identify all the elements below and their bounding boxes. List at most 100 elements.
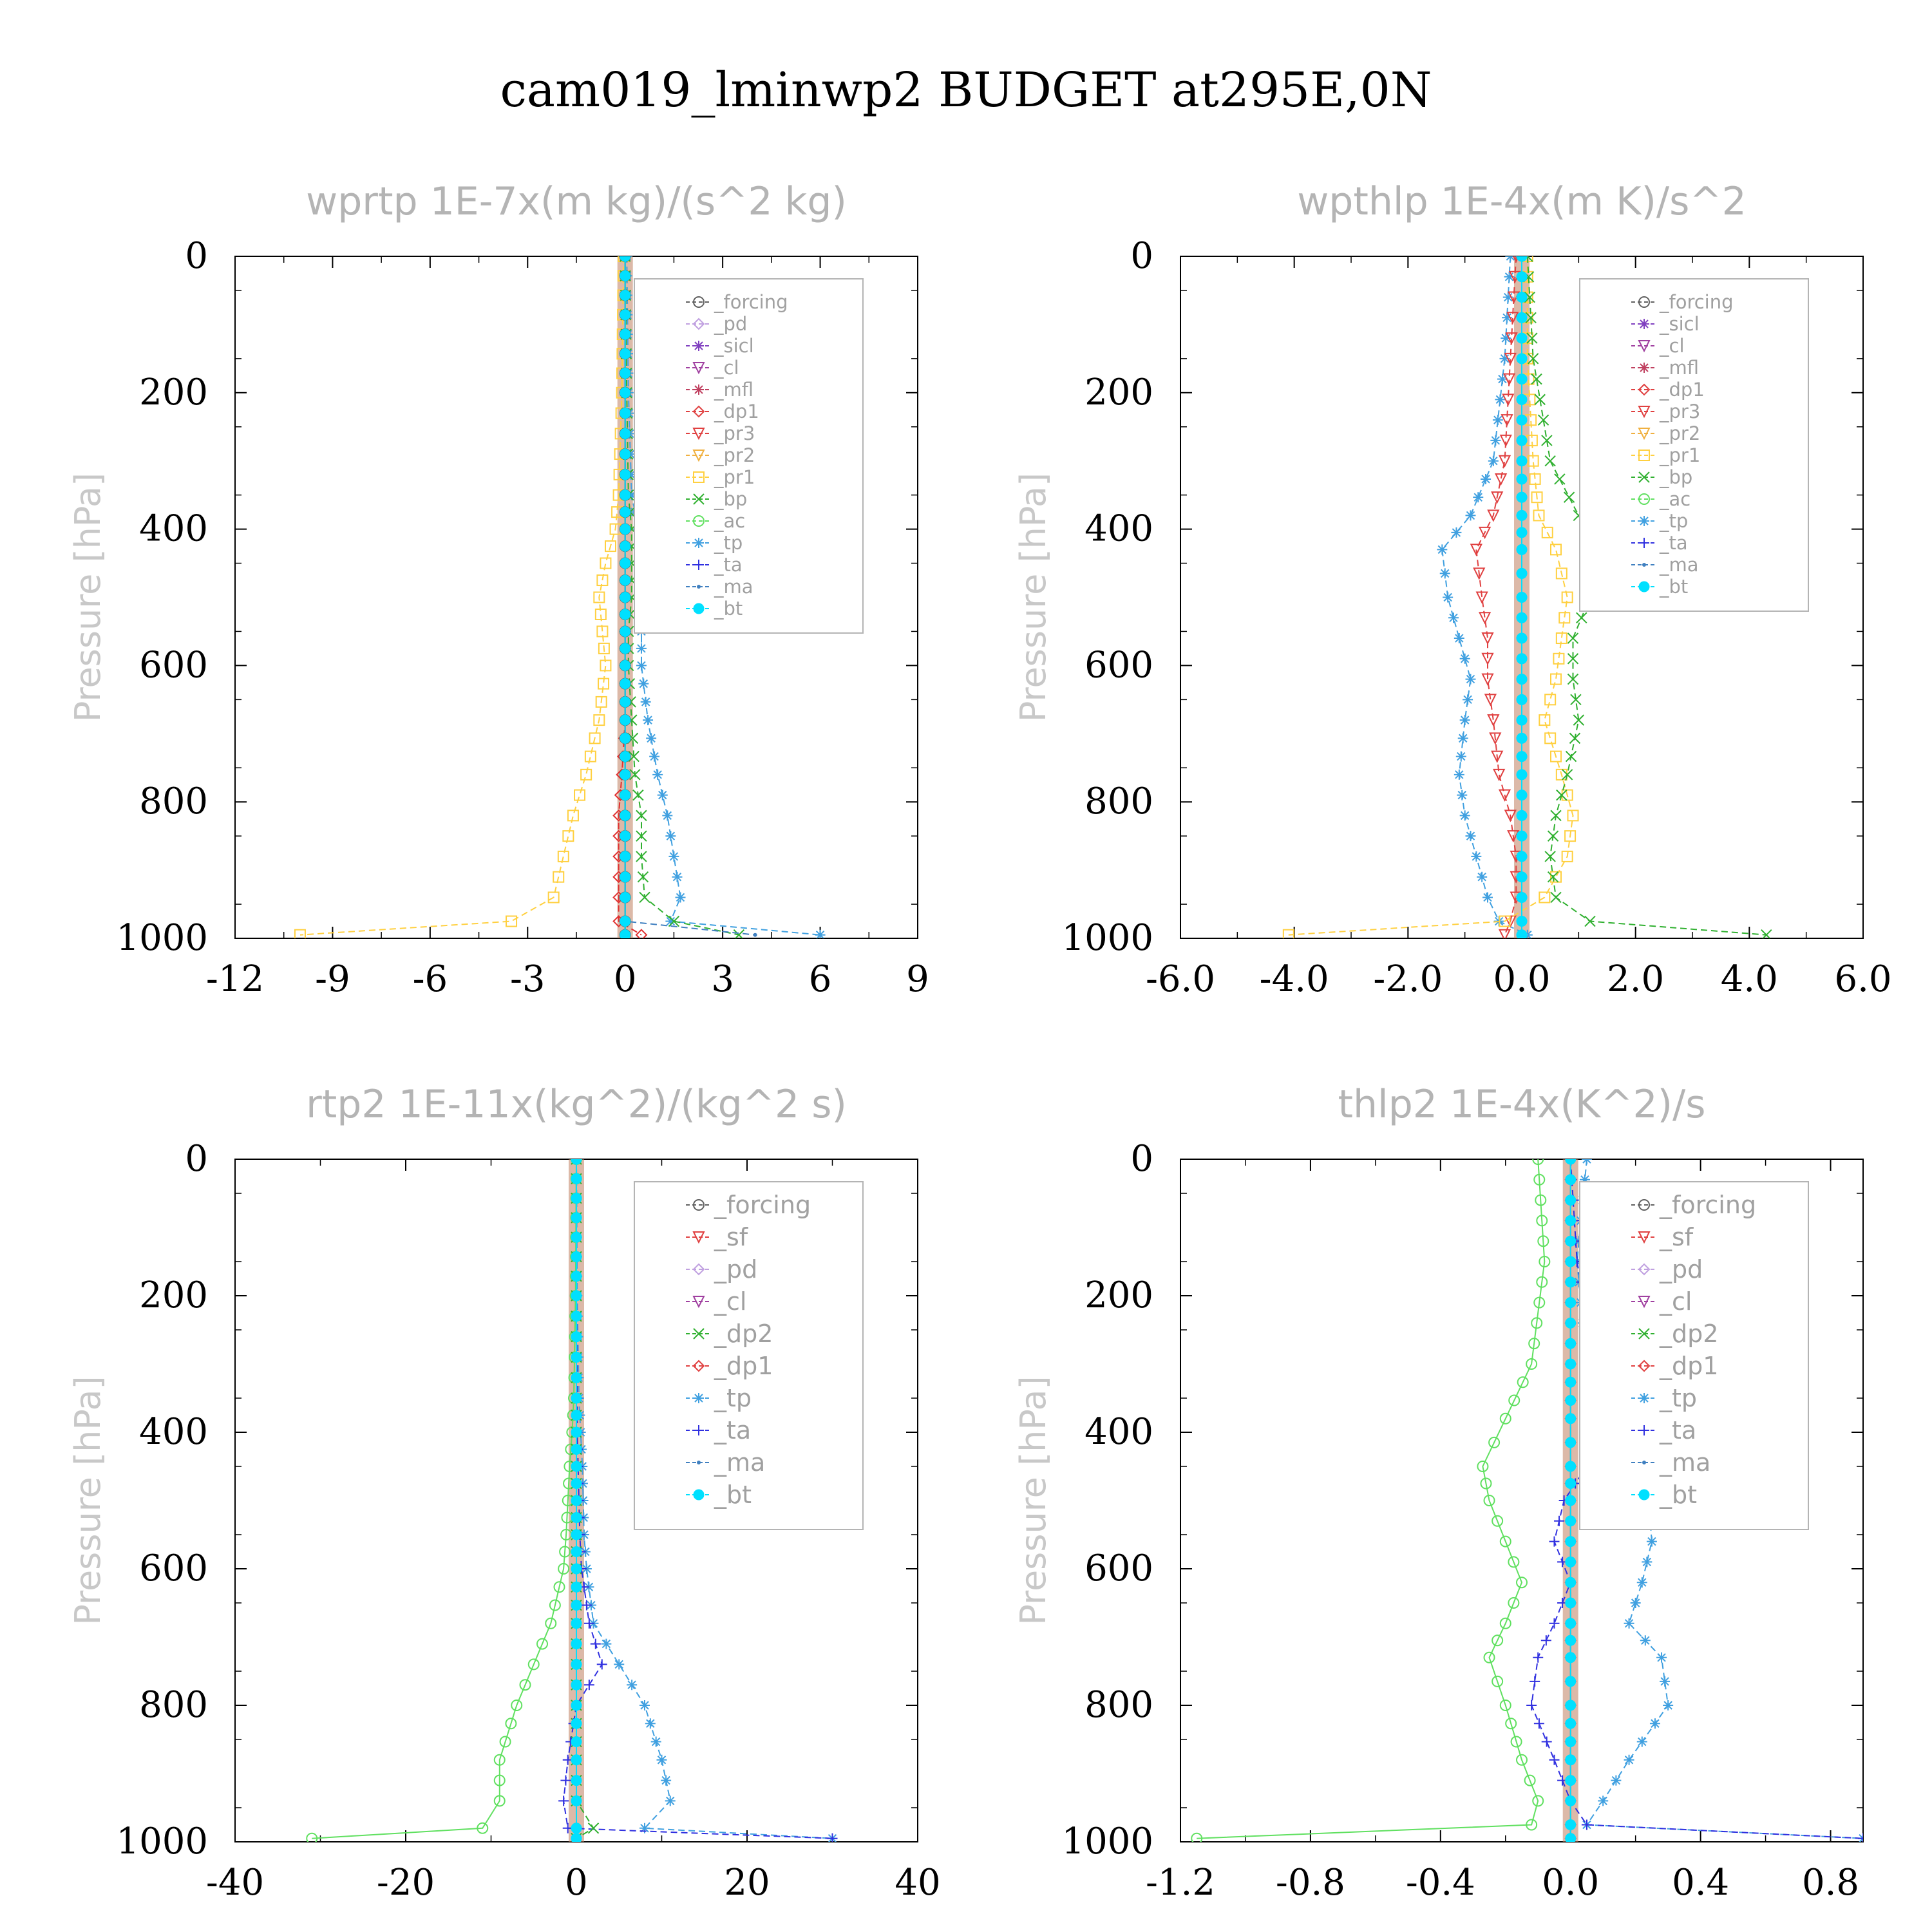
point-bt (1565, 1795, 1577, 1806)
point-dp1 (493, 1754, 506, 1766)
legend-label: _ma (714, 1448, 765, 1477)
point-bt (571, 1372, 582, 1383)
point-dp1 (1510, 1736, 1522, 1748)
series-line-tp (576, 1159, 833, 1839)
point-bt (571, 1563, 582, 1575)
point-pr3 (1502, 373, 1516, 386)
point-tp (645, 1718, 656, 1729)
point-tp (1465, 831, 1476, 842)
point-bp (636, 810, 647, 822)
point-bt (1565, 1376, 1577, 1388)
point-bt (620, 871, 631, 883)
point-pr3 (1487, 509, 1500, 522)
point-bp (668, 915, 680, 927)
point-ta (1530, 1676, 1540, 1687)
y-tick-label: 200 (1084, 372, 1153, 413)
point-ta (827, 1833, 838, 1842)
point-bt (1565, 1819, 1577, 1830)
point-pr1 (1550, 750, 1562, 762)
point-bp (1527, 353, 1539, 365)
legend-label: _bp (1659, 466, 1692, 488)
legend-label: _forcing (1659, 1191, 1756, 1219)
point-ta (1549, 1754, 1560, 1765)
point-bt (571, 1618, 582, 1629)
y-tick-label: 600 (1084, 1548, 1153, 1589)
point-pr1 (589, 732, 601, 744)
point-dp1 (1524, 1774, 1536, 1786)
panel-2: wpthlp 1E-4x(m K)/s^2 Pressure [hPa] -6.0 -… (1013, 179, 1892, 1000)
point-ta (1549, 1618, 1560, 1629)
point-pr1 (1567, 810, 1579, 822)
point-pr1 (574, 789, 586, 801)
y-tick-label: 600 (139, 644, 208, 686)
point-tp (668, 851, 679, 862)
legend-label: _pr2 (1659, 422, 1700, 444)
point-tp (1624, 1754, 1634, 1765)
point-bp (1561, 769, 1573, 781)
point-bt (620, 574, 631, 586)
point-ta (560, 1775, 571, 1786)
point-bt (1516, 916, 1528, 927)
legend-marker (1638, 1263, 1651, 1276)
point-bt (1516, 929, 1528, 938)
point-pr1 (506, 915, 518, 927)
series-line-dp1 (1197, 1159, 1546, 1839)
legend-label: _dp1 (714, 1352, 773, 1380)
point-bt (1516, 732, 1528, 744)
point-pr3 (1489, 732, 1502, 745)
point-ma (753, 933, 757, 937)
point-bt (1516, 632, 1528, 644)
point-bt (620, 290, 631, 301)
point-tp (643, 715, 654, 726)
legend-label: _pr3 (1659, 401, 1700, 422)
legend-label: _cl (1659, 335, 1685, 357)
point-pr1 (598, 642, 610, 654)
point-pr3 (1478, 612, 1492, 625)
legend-marker (1639, 516, 1649, 526)
point-pr1 (1561, 850, 1573, 862)
point-tp (1471, 851, 1482, 862)
point-pr1 (594, 608, 607, 620)
point-bt (1516, 393, 1528, 405)
point-bt (1565, 1297, 1577, 1309)
point-ta (1554, 1515, 1565, 1526)
legend-label: _dp1 (1659, 1352, 1718, 1380)
point-dp1 (1492, 1675, 1504, 1687)
point-bt (1565, 1256, 1577, 1267)
point-ta (1540, 1635, 1551, 1646)
point-bt (620, 830, 631, 842)
panels: wprtp 1E-7x(m kg)/(s^2 kg) Pressure [hPa]… (68, 179, 1892, 1904)
series-line-pr1 (1288, 256, 1574, 936)
point-tp (627, 1680, 638, 1690)
point-pr1 (294, 929, 306, 938)
point-pr1 (1533, 509, 1545, 522)
legend-label: _sicl (714, 335, 754, 357)
x-tick-label: 6 (809, 958, 832, 1000)
point-bt (571, 1212, 582, 1224)
y-tick-label: 1000 (1061, 917, 1153, 959)
legend-label: _ta (714, 1416, 751, 1444)
point-bt (571, 1495, 582, 1506)
point-pr1 (1531, 491, 1543, 504)
legend-label: _bp (714, 488, 747, 510)
point-tp (1443, 592, 1454, 603)
point-tp (1660, 1676, 1671, 1687)
point-bt (1516, 292, 1528, 303)
legend-marker (692, 1359, 705, 1372)
legend: _forcing_pd_sicl_cl_mfl_dp1_pr3_pr2_pr1_… (634, 278, 864, 634)
y-axis-label: Pressure [hPa] (1013, 473, 1054, 722)
point-pr3 (1481, 652, 1494, 666)
point-bp (1576, 612, 1587, 623)
point-ta (596, 1659, 607, 1670)
point-bt (571, 1795, 582, 1806)
point-tp (601, 1638, 612, 1649)
point-bp (1567, 632, 1579, 644)
point-bt (1565, 1833, 1577, 1842)
point-pr1 (580, 768, 592, 781)
point-pr3 (1481, 673, 1494, 686)
legend-marker (694, 1393, 704, 1403)
x-tick-label: 2.0 (1607, 958, 1664, 1000)
point-ta (1526, 1700, 1537, 1710)
point-bp (1570, 694, 1582, 706)
point-bt (571, 1251, 582, 1262)
